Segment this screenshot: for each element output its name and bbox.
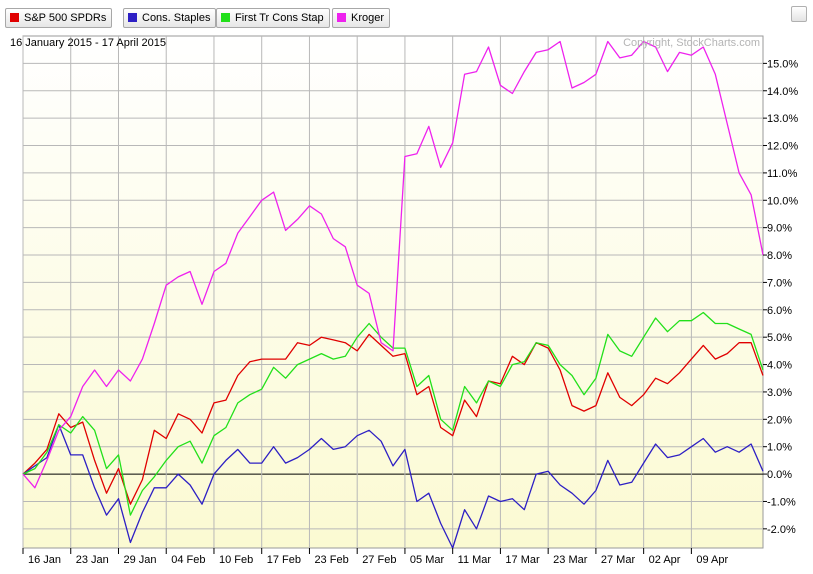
x-tick-label: 27 Mar [601, 554, 636, 566]
x-tick-label: 09 Apr [696, 554, 728, 566]
x-tick-label: 10 Feb [219, 554, 253, 566]
legend-bar: S&P 500 SPDRs Cons. Staples First Tr Con… [0, 0, 813, 36]
series-line-s-p-500-spdrs [22, 333, 764, 505]
legend-label-kroger: Kroger [351, 12, 385, 24]
x-tick-label: 05 Mar [410, 554, 445, 566]
y-tick-label: 0.0% [767, 469, 792, 481]
plot-background [22, 35, 764, 549]
x-tick-label: 02 Apr [649, 554, 681, 566]
axes: 15.0% 14.0% 13.0% 12.0% 11.0% 10.0% 9.0% 8.0% 7.… [22, 58, 798, 566]
date-range: 16 January 2015 - 17 April 2015 [10, 37, 166, 49]
x-tick-label: 17 Feb [267, 554, 301, 566]
y-tick-label: 1.0% [767, 442, 792, 454]
x-tick-label: 16 Jan [28, 554, 61, 566]
legend-item-kroger[interactable]: Kroger [332, 8, 391, 28]
y-tick-label: 15.0% [767, 58, 798, 70]
y-tick-label: 9.0% [767, 223, 792, 235]
legend-label-spy: S&P 500 SPDRs [24, 12, 107, 24]
y-tick-label: 5.0% [767, 332, 792, 344]
series-lines [22, 40, 764, 549]
y-tick-label: -2.0% [767, 524, 796, 536]
y-tick-label: -1.0% [767, 496, 796, 508]
legend-swatch-kroger [337, 13, 346, 22]
legend-swatch-first-tr [221, 13, 230, 22]
x-tick-label: 27 Feb [362, 554, 396, 566]
y-tick-label: 8.0% [767, 250, 792, 262]
y-tick-label: 7.0% [767, 277, 792, 289]
legend-swatch-spy [10, 13, 19, 22]
y-tick-label: 6.0% [767, 305, 792, 317]
legend-label-first-tr: First Tr Cons Stap [235, 12, 324, 24]
series-line-cons-staples [22, 424, 764, 549]
x-tick-label: 29 Jan [123, 554, 156, 566]
y-tick-label: 10.0% [767, 195, 798, 207]
series-line-kroger [22, 40, 764, 489]
legend-item-cons-staples[interactable]: Cons. Staples [123, 8, 217, 28]
y-tick-label: 11.0% [767, 168, 798, 180]
legend-item-spy[interactable]: S&P 500 SPDRs [5, 8, 113, 28]
legend-label-cons-staples: Cons. Staples [142, 12, 211, 24]
x-tick-label: 23 Jan [76, 554, 109, 566]
legend-swatch-cons-staples [128, 13, 137, 22]
legend-item-first-tr[interactable]: First Tr Cons Stap [216, 8, 330, 28]
x-tick-label: 04 Feb [171, 554, 205, 566]
x-tick-label: 17 Mar [505, 554, 540, 566]
x-tick-label: 23 Mar [553, 554, 588, 566]
y-tick-label: 12.0% [767, 141, 798, 153]
y-tick-label: 4.0% [767, 360, 792, 372]
copyright: Copyright, StockCharts.com [623, 37, 760, 49]
x-tick-label: 11 Mar [458, 554, 492, 566]
close-button[interactable] [791, 6, 807, 22]
x-tick-label: 23 Feb [314, 554, 348, 566]
y-tick-label: 13.0% [767, 113, 798, 125]
y-tick-label: 2.0% [767, 414, 792, 426]
y-tick-label: 14.0% [767, 86, 798, 98]
y-tick-label: 3.0% [767, 387, 792, 399]
